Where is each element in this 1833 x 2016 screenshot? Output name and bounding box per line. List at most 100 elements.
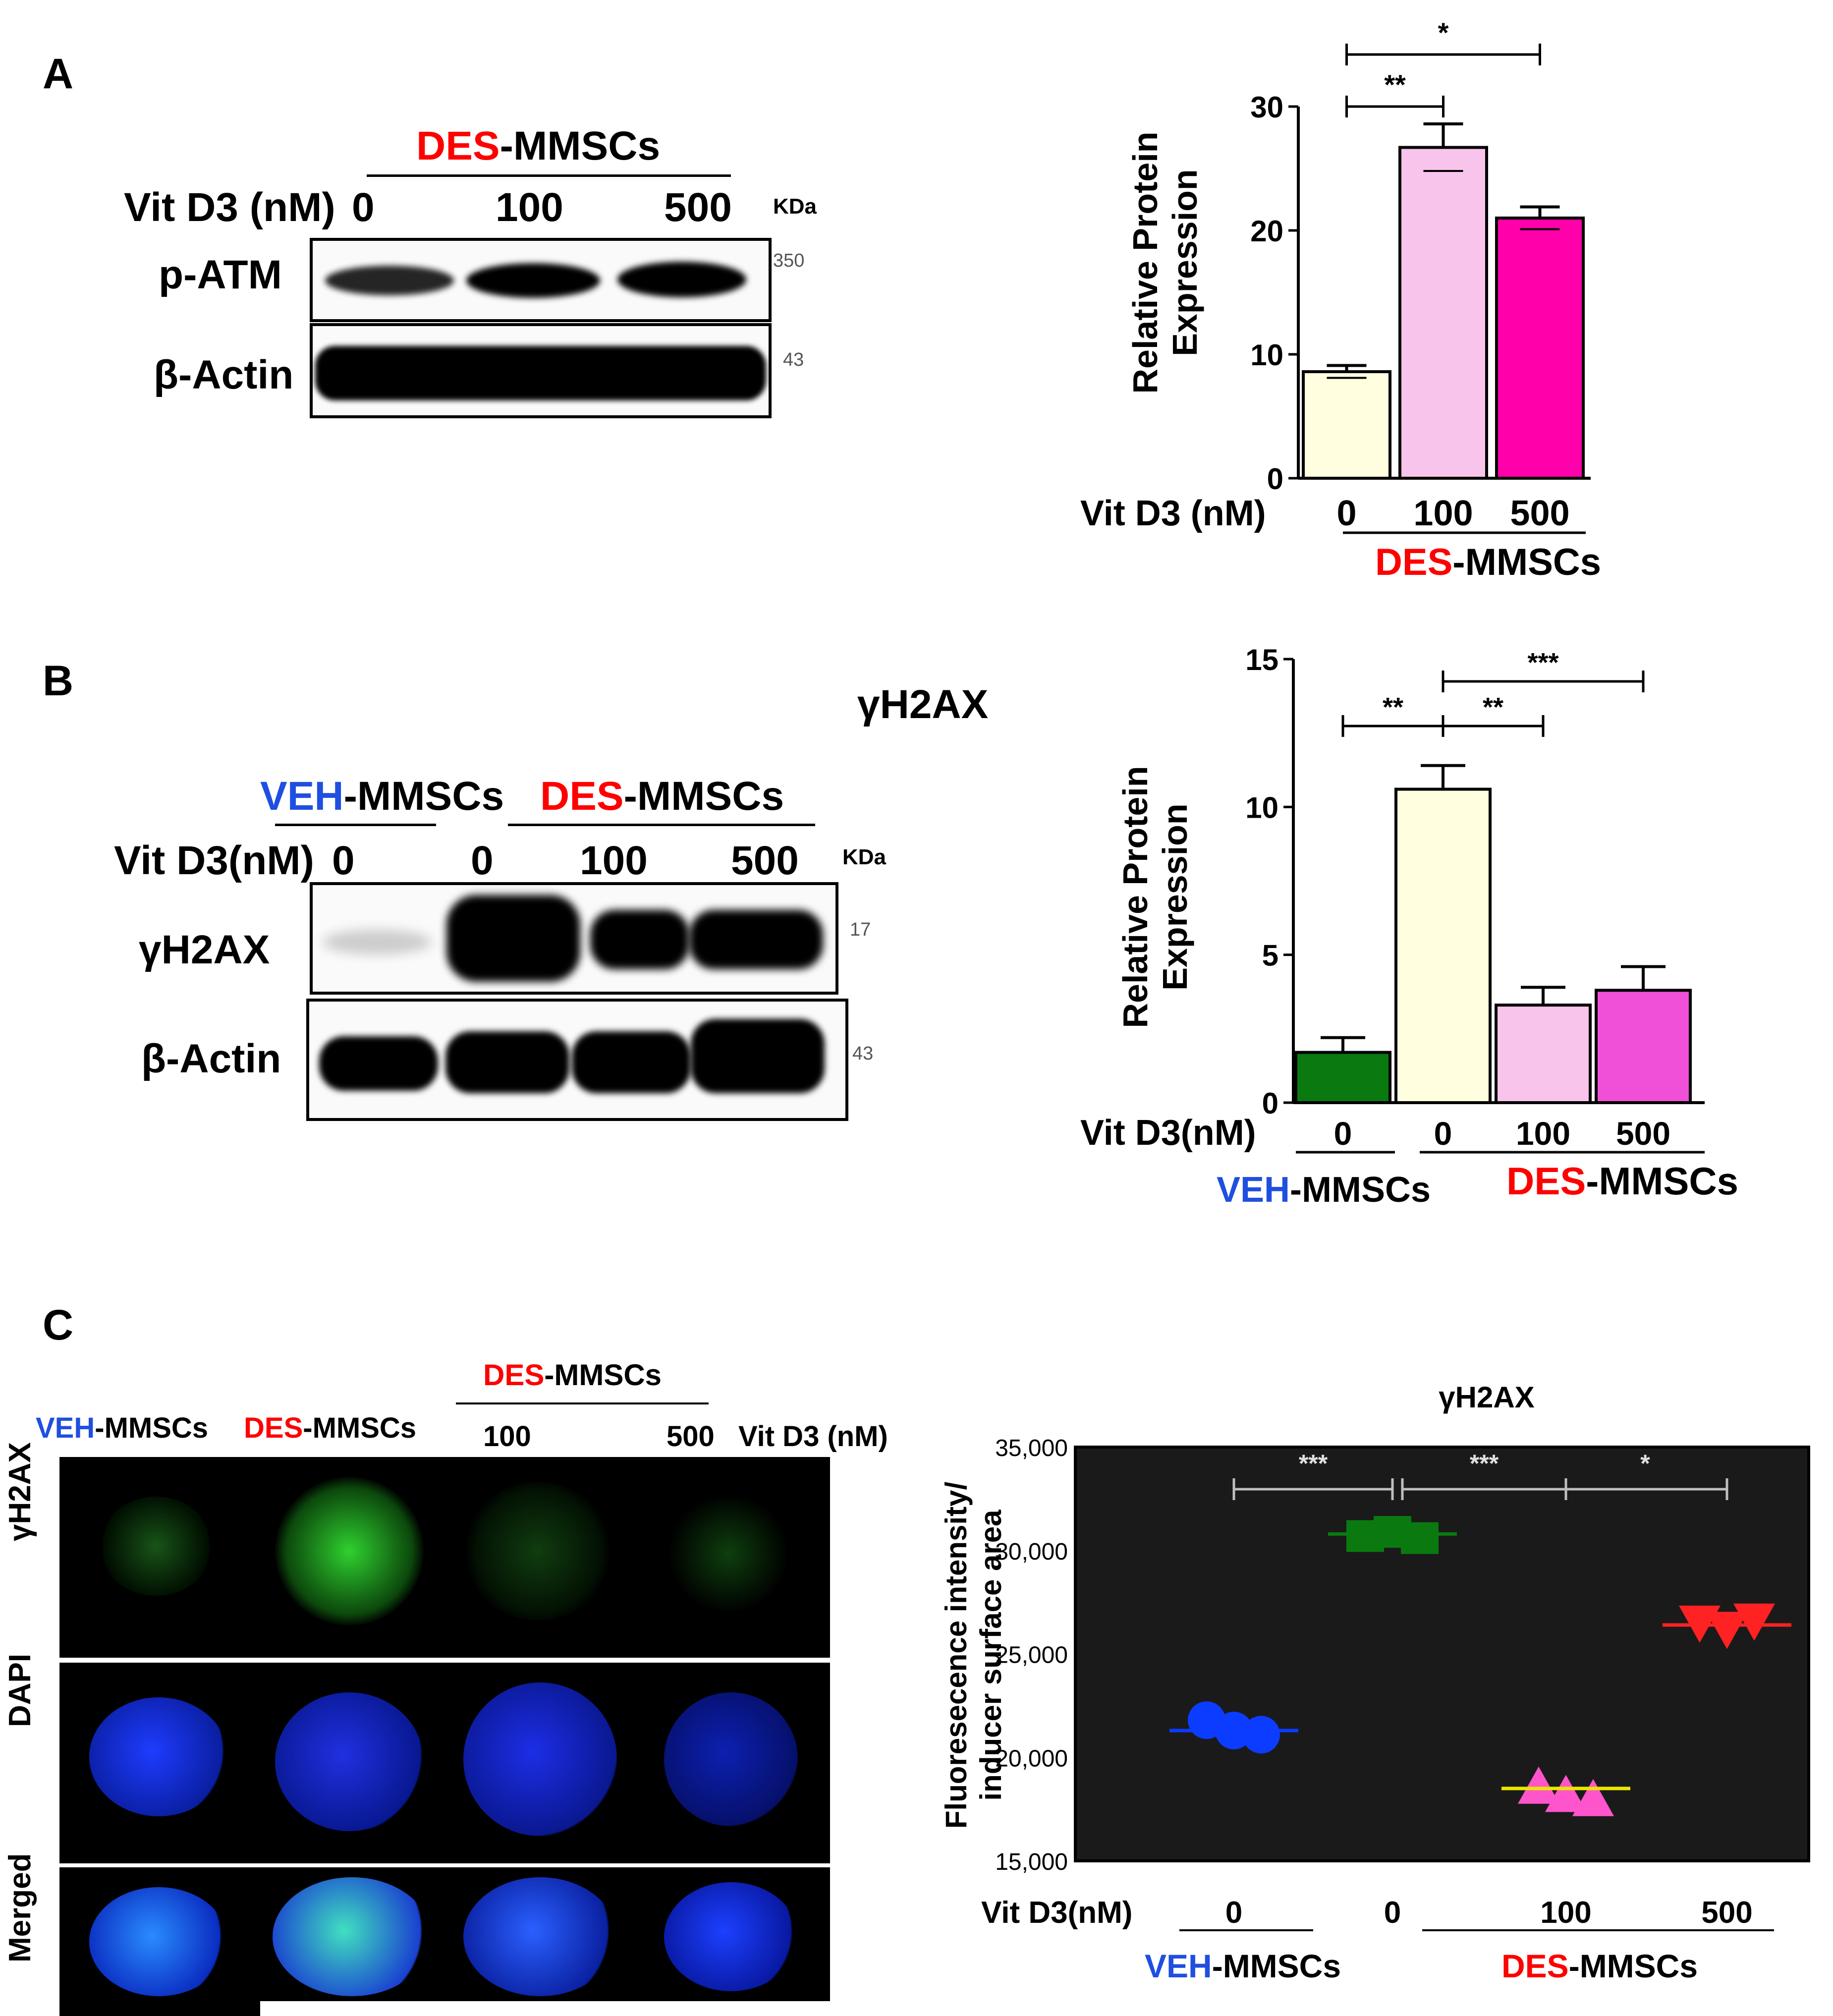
y-tick-label: 35,000 — [995, 1435, 1068, 1461]
data-point — [1401, 1522, 1439, 1554]
kda-43-a: 43 — [783, 349, 804, 370]
y-tick-label: 30 — [1250, 91, 1283, 124]
group-suffix: -MMSCs — [1452, 541, 1601, 583]
des-group-label: DES-MMSCs — [1501, 1948, 1698, 1984]
dose-b-des0: 0 — [471, 838, 494, 883]
nucleus — [89, 1887, 228, 1996]
micrograph-veh-gh2ax — [59, 1457, 260, 1658]
veh-prefix: VEH — [260, 774, 344, 819]
x-tick-label: 100 — [1516, 1115, 1570, 1152]
data-point — [1733, 1603, 1775, 1641]
nucleus — [664, 1882, 798, 1991]
dose-b-500: 500 — [731, 838, 799, 883]
bar — [1495, 1004, 1592, 1104]
bar — [1398, 146, 1488, 480]
x-axis-label: Vit D3 (nM) — [1080, 494, 1266, 533]
dose-c-100: 100 — [483, 1420, 531, 1453]
nucleus — [664, 1497, 793, 1611]
data-point — [1545, 1775, 1587, 1812]
row-label-merged: Merged — [3, 1853, 37, 1962]
sig-label: ** — [1383, 692, 1403, 722]
des-suffix: -MMSCs — [544, 1358, 662, 1392]
des-prefix: DES — [483, 1358, 545, 1392]
kda-label-b: KDa — [842, 845, 887, 869]
y-tick-label: 25,000 — [995, 1642, 1068, 1669]
row-label-gh2ax: γH2AX — [3, 1442, 37, 1541]
dose-a-500: 500 — [664, 185, 732, 230]
x-tick-label: 100 — [1540, 1896, 1591, 1930]
dose-label-c: Vit D3 (nM) — [738, 1420, 888, 1453]
band — [325, 266, 454, 295]
band — [323, 930, 432, 954]
kda-350: 350 — [773, 250, 805, 271]
y-axis-label-line2: inducer surface area — [974, 1510, 1007, 1801]
y-axis-label-line1: Fluoresecence intensity/ — [940, 1482, 973, 1829]
group-label: DES-MMSCs — [1375, 541, 1601, 583]
des-suffix: -MMSCs — [1586, 1159, 1738, 1203]
x-tick-label: 0 — [1434, 1115, 1452, 1152]
band — [466, 263, 600, 298]
kda-17: 17 — [850, 919, 871, 940]
veh-group-label: VEH-MMSCs — [1145, 1948, 1341, 1984]
micrograph-des-merged — [250, 1867, 451, 2001]
blot-actin-b — [306, 999, 848, 1121]
band — [572, 1031, 691, 1093]
veh-group-label: VEH-MMSCs — [1217, 1170, 1431, 1210]
nucleus — [275, 1692, 424, 1831]
y-tick-label: 30,000 — [995, 1539, 1068, 1565]
panel-letter-a: A — [43, 50, 74, 98]
sig-label: *** — [1299, 1450, 1328, 1477]
band — [315, 346, 766, 400]
group-label-a: DES-MMSCs — [416, 123, 660, 169]
x-tick-label: 0 — [1384, 1896, 1401, 1930]
x-tick-label: 500 — [1616, 1115, 1670, 1152]
des-prefix: DES — [1506, 1159, 1586, 1203]
bar — [1394, 787, 1492, 1104]
group-underline-a — [367, 174, 731, 177]
nucleus — [463, 1877, 617, 1996]
blot-label-gh2ax: γH2AX — [139, 927, 270, 972]
des-label-c-top: DES-MMSCs — [483, 1358, 662, 1392]
veh-label-b: VEH-MMSCs — [260, 773, 504, 820]
micrograph-500-merged — [629, 1867, 830, 2001]
nucleus — [664, 1692, 798, 1826]
nucleus — [99, 1497, 213, 1596]
bar — [1495, 217, 1585, 480]
dose-a-0: 0 — [352, 185, 375, 230]
band — [689, 910, 823, 969]
des-group-label: DES-MMSCs — [1506, 1159, 1738, 1203]
micrograph-100-dapi — [439, 1663, 639, 1863]
blot-label-patm: p-ATM — [159, 252, 282, 297]
veh-suffix: -MMSCs — [343, 774, 504, 819]
micrograph-des-gh2ax — [250, 1457, 451, 1658]
blot-gh2ax — [310, 882, 838, 995]
data-point — [1518, 1766, 1559, 1804]
dose-b-veh0: 0 — [332, 838, 355, 883]
nucleus — [89, 1697, 228, 1816]
sig-label: * — [1438, 17, 1449, 48]
y-tick-label: 0 — [1267, 462, 1283, 496]
des-prefix: DES — [244, 1412, 303, 1444]
y-tick-label: 5 — [1262, 939, 1278, 972]
panel-b-title: γH2AX — [857, 682, 989, 727]
chart-title: γH2AX — [1439, 1381, 1534, 1414]
x-tick-label: 0 — [1334, 1115, 1352, 1152]
band — [446, 895, 580, 982]
micrograph-des-dapi — [250, 1663, 451, 1863]
veh-label-c: VEH-MMSCs — [36, 1411, 208, 1445]
chart-c-plot: γH2AX 15,000 20,000 25,000 30,000 35,000 Fluor… — [940, 1381, 1810, 1984]
micrograph-veh-merged — [59, 1867, 260, 2016]
blot-label-actin-b: β-Actin — [141, 1036, 281, 1081]
panel-letter-b: B — [43, 657, 74, 705]
group-suffix: -MMSCs — [500, 123, 661, 168]
nucleus — [275, 1477, 424, 1625]
band — [617, 262, 746, 297]
data-point — [1242, 1716, 1280, 1754]
x-tick-label: 0 — [1225, 1896, 1242, 1930]
veh-prefix: VEH — [1217, 1170, 1290, 1210]
bar — [1294, 1051, 1391, 1104]
veh-prefix: VEH — [36, 1412, 95, 1444]
sig-label: *** — [1470, 1450, 1499, 1477]
bar — [1595, 989, 1692, 1104]
data-point — [1572, 1779, 1614, 1816]
